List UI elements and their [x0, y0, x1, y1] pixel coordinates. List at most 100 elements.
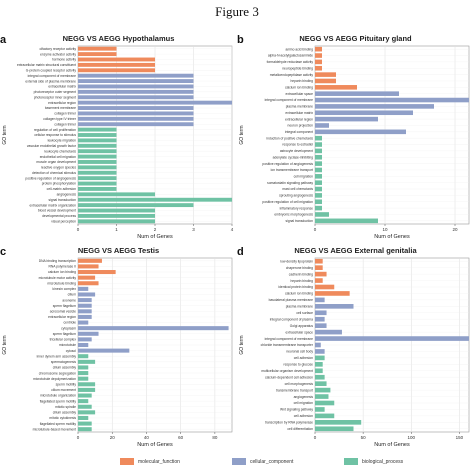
bar	[315, 72, 336, 77]
chart-panel-a: a NEGG VS AEGG Hypothalamus 0 1 2 3 4 olfacto…	[0, 34, 237, 246]
bar	[78, 203, 194, 208]
y-tick-label: enzyme activator activity	[40, 52, 76, 56]
y-tick-label: kinesin complex	[53, 287, 77, 291]
bar	[78, 46, 117, 51]
bar	[315, 413, 335, 419]
bar	[315, 59, 322, 65]
legend-label: biological_process	[362, 458, 404, 465]
bar	[315, 329, 342, 335]
bar	[78, 186, 117, 191]
y-tick-label: sperm flagellum	[53, 304, 77, 308]
panel-title: NEGG VS AEGG External genitalia	[294, 246, 417, 255]
bar	[315, 193, 322, 198]
bar	[78, 359, 96, 364]
y-tick-label: heparin binding	[290, 279, 313, 283]
bar	[315, 336, 469, 341]
y-tick-label: chloride transmembrane transporter	[261, 343, 314, 347]
y-tick-label: identical protein binding	[278, 285, 313, 289]
bar	[78, 52, 117, 57]
y-tick-label: Golgi apparatus	[290, 324, 314, 328]
y-tick-label: visual perception	[51, 220, 76, 224]
bar	[315, 199, 322, 205]
y-tick-label: basement membrane	[45, 106, 76, 110]
bar	[78, 326, 229, 331]
bar	[315, 265, 323, 270]
y-tick-label: neuron projection	[288, 124, 314, 128]
y-tick-label: cell-matrix adhesion	[47, 187, 76, 191]
bar	[78, 100, 232, 105]
x-tick-label: 10	[382, 227, 388, 232]
y-tick-label: signal transduction	[286, 219, 314, 223]
bar	[78, 331, 99, 336]
y-tick-label: inner dynein arm assembly	[37, 354, 77, 358]
y-tick-label: reactive oxygen species	[41, 166, 77, 170]
x-tick-label: 0	[77, 435, 80, 440]
bar	[78, 154, 117, 159]
y-tick-label: positive regulation of angiogenesis	[25, 176, 76, 180]
bar	[78, 219, 155, 224]
x-tick-label: 0	[314, 227, 317, 232]
bar	[78, 170, 117, 175]
panel-title: NEGG VS AEGG Testis	[77, 246, 160, 255]
y-tick-label: cadherin binding	[289, 272, 313, 276]
bar	[315, 310, 327, 316]
y-tick-label: angiogenesis	[294, 395, 314, 399]
x-tick-label: 50	[361, 435, 367, 440]
bar	[78, 303, 92, 308]
y-tick-label: angiogenesis	[57, 193, 77, 197]
y-tick-label: cilium assembly	[53, 366, 77, 370]
bar	[315, 355, 325, 361]
bar	[78, 84, 194, 89]
bar	[315, 91, 399, 96]
y-tick-label: multicellular organism development	[261, 369, 313, 373]
y-tick-label: muscle organ development	[36, 160, 76, 164]
y-tick-label: microtubule motor activity	[39, 276, 77, 280]
y-tick-label: amino acid binding	[286, 47, 314, 51]
bar	[78, 57, 155, 62]
y-tick-label: leukocyte migration	[48, 139, 77, 143]
bar	[78, 298, 92, 303]
chart-svg: 0 10 20 amino acid binding alpha-N-acetylgal…	[239, 45, 470, 240]
y-tick-label: response to glucose	[283, 363, 313, 367]
y-tick-label: transmembrane transport	[276, 388, 313, 392]
bar	[78, 95, 194, 100]
x-tick-label: 20	[110, 435, 116, 440]
y-tick-label: neuropeptide binding	[282, 66, 313, 70]
y-tick-label: G-protein coupled receptor activity	[26, 68, 77, 72]
bar	[78, 213, 155, 218]
y-tick-label: vascular endothelial growth factor	[27, 144, 77, 148]
chart-panel-c: c NEGG VS AEGG Testis 0 20 40 60 80 DNA bindi…	[0, 246, 237, 454]
y-tick-label: collagen trimer	[54, 112, 77, 116]
y-tick-label: integral component of plasma	[270, 317, 313, 321]
panel-label: d	[237, 246, 244, 258]
y-tick-label: extracellular matrix	[285, 111, 313, 115]
bar	[315, 284, 335, 290]
bar	[315, 174, 322, 179]
y-tick-label: integral component of membrane	[265, 98, 314, 102]
y-tick-label: olfactory receptor activity	[40, 47, 77, 51]
y-tick-label: collagen type IV trimer	[43, 117, 77, 121]
y-tick-label: cell migration	[294, 175, 314, 179]
bar	[78, 165, 117, 170]
bar	[78, 138, 117, 143]
chart-panel-b: b NEGG VS AEGG Pituitary gland 0 10 20 amin…	[237, 34, 474, 246]
legend-item-cellular-component: cellular_component	[232, 458, 293, 465]
y-tick-label: axoneme	[62, 298, 76, 302]
y-tick-label: detection of chemical stimulus	[32, 171, 76, 175]
y-tick-label: signal transduction	[49, 198, 77, 202]
bar	[78, 208, 155, 213]
y-tick-label: embryonic morphogenesis	[274, 213, 313, 217]
y-tick-label: heparin binding	[290, 79, 313, 83]
bar	[315, 186, 322, 192]
y-tick-label: extracellular space	[286, 92, 314, 96]
y-tick-label: microtubule depolymerization	[33, 377, 76, 381]
y-tick-label: developmental process	[42, 214, 76, 218]
y-tick-label: calcium ion binding	[285, 86, 313, 90]
panel-label: c	[0, 246, 7, 258]
bar	[78, 371, 89, 376]
x-tick-label: 1	[115, 227, 118, 232]
y-tick-label: extracellular region	[285, 117, 313, 121]
legend-swatch	[344, 458, 358, 465]
bar	[315, 167, 322, 173]
